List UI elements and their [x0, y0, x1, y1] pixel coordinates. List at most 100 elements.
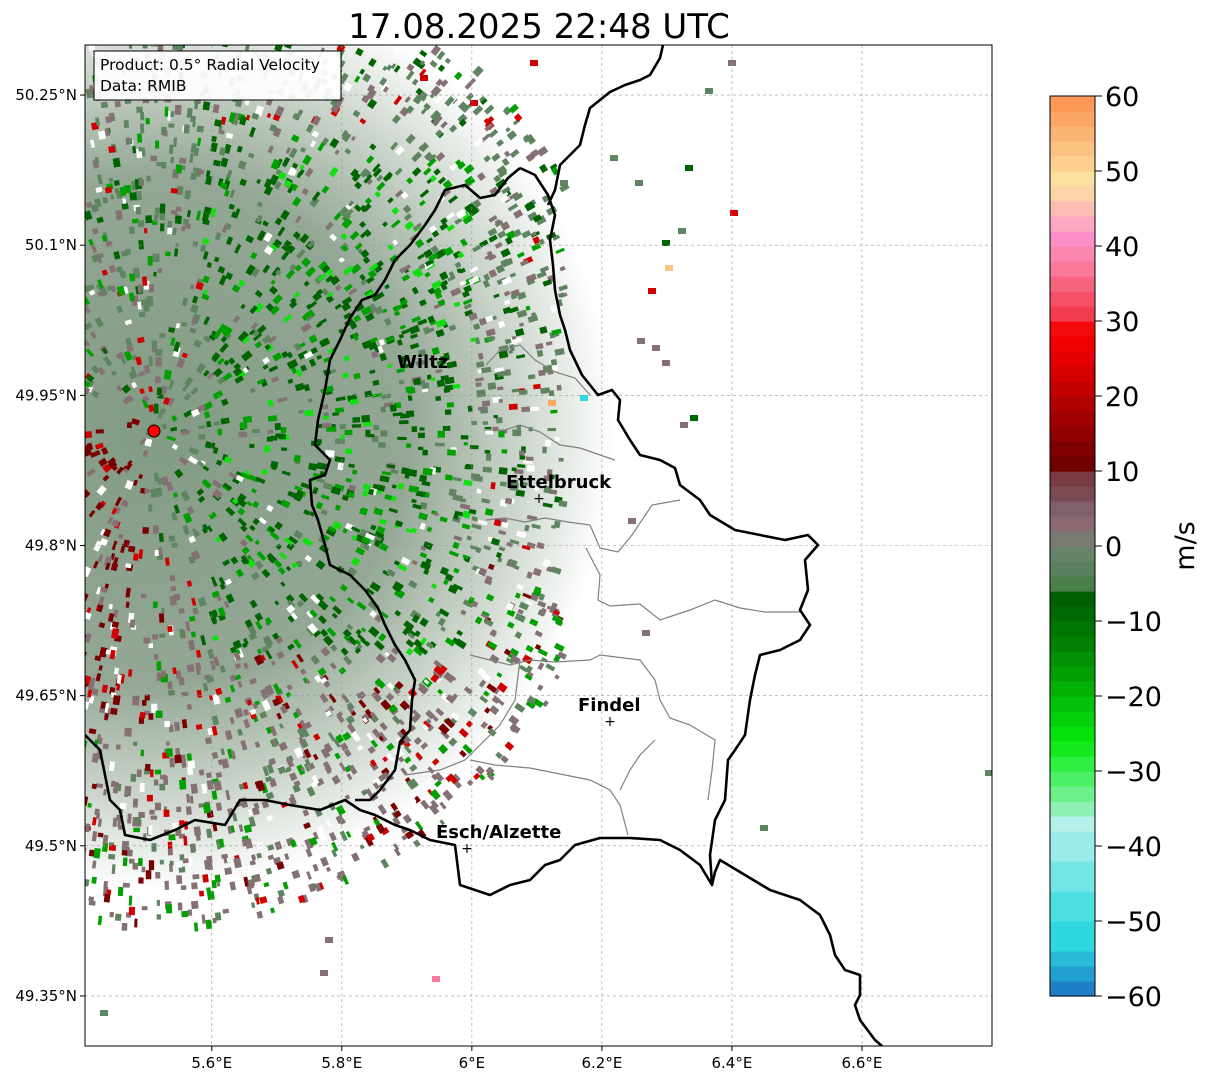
- radar-pixel: [351, 534, 358, 541]
- radar-pixel: [113, 179, 120, 186]
- radar-pixel: [419, 189, 430, 198]
- radar-pixel: [375, 823, 386, 835]
- radar-pixel: [97, 130, 106, 140]
- radar-pixel: [452, 773, 461, 782]
- radar-pixel: [532, 383, 541, 390]
- radar-pixel: [433, 512, 439, 517]
- radar-pixel: [411, 315, 421, 323]
- radar-pixel: [501, 186, 511, 195]
- radar-pixel: [146, 175, 151, 182]
- radar-pixel: [344, 148, 352, 155]
- radar-pixel: [550, 359, 558, 366]
- radar-pixel: [190, 386, 199, 396]
- radar-pixel: [480, 612, 489, 619]
- radar-pixel: [301, 257, 311, 268]
- radar-pixel: [91, 876, 97, 884]
- radar-pixel: [518, 450, 525, 456]
- radar-pixel: [197, 461, 205, 468]
- radar-pixel: [175, 862, 182, 868]
- radar-pixel: [302, 154, 312, 166]
- radar-pixel: [552, 234, 561, 241]
- radar-pixel: [334, 504, 342, 511]
- colorbar-swatch: [1050, 546, 1095, 562]
- radar-pixel: [139, 782, 145, 793]
- radar-pixel: [146, 794, 153, 802]
- radar-pixel: [317, 825, 325, 834]
- radar-pixel: [222, 326, 233, 338]
- radar-pixel: [475, 382, 482, 387]
- radar-pixel: [87, 684, 95, 691]
- radar-pixel: [448, 195, 458, 204]
- radar-pixel: [379, 611, 389, 619]
- radar-pixel: [497, 386, 504, 391]
- radar-pixel: [311, 883, 317, 889]
- radar-pixel: [272, 352, 283, 362]
- y-tick-label: 49.8°N: [25, 537, 77, 555]
- radar-pixel: [434, 291, 443, 300]
- radar-pixel: [182, 512, 193, 524]
- radar-pixel: [390, 802, 399, 812]
- radar-pixel: [95, 253, 103, 264]
- radar-pixel: [548, 390, 555, 397]
- radar-pixel: [418, 646, 429, 656]
- radar-pixel: [296, 727, 307, 739]
- radar-pixel: [268, 757, 276, 765]
- radar-pixel: [460, 238, 468, 247]
- radar-pixel: [525, 456, 534, 462]
- radar-pixel: [249, 329, 255, 336]
- radar-pixel: [192, 241, 199, 248]
- radar-pixel: [419, 199, 426, 207]
- radar-pixel: [256, 230, 267, 242]
- radar-pixel: [300, 767, 306, 772]
- radar-pixel: [343, 82, 353, 92]
- radar-pixel: [366, 832, 376, 843]
- radar-pixel: [249, 708, 257, 716]
- radar-pixel: [439, 819, 445, 826]
- radar-pixel: [161, 161, 167, 169]
- radar-pixel: [150, 769, 154, 778]
- radar-pixel: [498, 529, 507, 536]
- radar-pixel: [400, 556, 411, 566]
- radar-pixel: [183, 835, 188, 846]
- radar-pixel: [299, 668, 307, 676]
- radar-pixel: [198, 803, 204, 808]
- radar-pixel: [405, 528, 413, 534]
- radar-pixel: [555, 247, 565, 255]
- radar-pixel: [648, 288, 656, 294]
- radar-pixel: [89, 84, 95, 95]
- radar-pixel: [283, 179, 293, 188]
- radar-pixel: [498, 467, 508, 475]
- radar-pixel: [215, 802, 223, 812]
- radar-pixel: [397, 436, 407, 441]
- radar-pixel: [275, 694, 284, 705]
- radar-pixel: [312, 863, 319, 872]
- radar-pixel: [228, 111, 236, 123]
- radar-pixel: [526, 514, 538, 521]
- radar-pixel: [510, 293, 518, 300]
- x-tick-label: 6.4°E: [712, 1054, 753, 1072]
- radar-pixel: [346, 702, 355, 711]
- radar-pixel: [129, 192, 137, 201]
- radar-pixel: [285, 147, 292, 155]
- radar-pixel: [125, 337, 133, 347]
- radar-pixel: [558, 500, 568, 508]
- map-title: 17.08.2025 22:48 UTC: [348, 7, 730, 47]
- radar-pixel: [428, 803, 440, 815]
- radar-pixel: [97, 915, 103, 926]
- radar-pixel: [91, 783, 97, 790]
- radar-pixel: [536, 146, 549, 157]
- radar-pixel: [457, 161, 466, 170]
- colorbar-swatch: [1050, 531, 1095, 547]
- radar-pixel: [365, 155, 375, 164]
- radar-pixel: [321, 264, 331, 274]
- radar-pixel: [420, 742, 429, 750]
- radar-pixel: [277, 566, 286, 575]
- radar-pixel: [195, 649, 202, 658]
- radar-pixel: [488, 215, 498, 223]
- radar-pixel: [232, 477, 240, 485]
- radar-pixel: [274, 422, 281, 431]
- radar-pixel: [144, 488, 151, 494]
- radar-pixel: [519, 389, 528, 396]
- radar-pixel: [197, 495, 206, 503]
- radar-pixel: [267, 145, 274, 154]
